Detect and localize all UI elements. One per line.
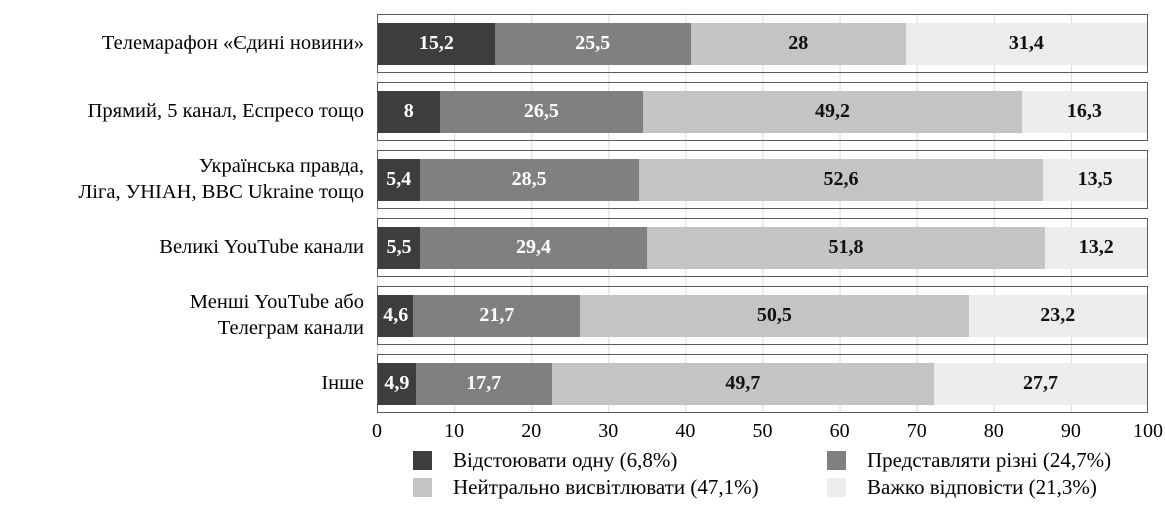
bar-value-label: 21,7 (479, 304, 515, 326)
bar-segment: 4,6 (378, 294, 414, 337)
bar-value-label: 4,9 (384, 372, 410, 394)
stacked-bar: 5,5 29,4 51,8 13,2 (378, 226, 1147, 269)
bar-segment: 51,8 (646, 226, 1046, 269)
legend-label: Представляти різні (24,7%) (867, 448, 1112, 472)
category-label: Українська правда, Ліга, УНІАН, BBC Ukra… (78, 154, 364, 203)
bar-segment: 49,2 (643, 90, 1022, 133)
bar-value-label: 52,6 (823, 168, 859, 190)
bar-segment: 5,5 (378, 226, 421, 269)
bar-panel: 5,4 28,5 52,6 13,5 (377, 150, 1148, 209)
legend-item: Нейтрально висвітлювати (47,1%) (413, 475, 827, 500)
legend: Відстоювати одну (6,8%) Представляти різн… (413, 448, 1165, 500)
category-label: Менші YouTube або Телеграм канали (189, 290, 364, 339)
bar-segment: 29,4 (420, 226, 647, 269)
bar-value-label: 26,5 (523, 100, 559, 122)
bar-panel: 5,5 29,4 51,8 13,2 (377, 218, 1148, 277)
legend-label: Відстоювати одну (6,8%) (453, 448, 678, 472)
legend-swatch (827, 451, 846, 470)
x-tick-label: 30 (598, 420, 619, 442)
x-tick-label: 10 (444, 420, 465, 442)
bar-value-label: 16,3 (1066, 100, 1102, 122)
bar-value-label: 25,5 (575, 32, 611, 54)
bar-segment: 21,7 (413, 294, 581, 337)
x-tick-label: 90 (1060, 420, 1081, 442)
bar-segment: 17,7 (415, 362, 552, 405)
stacked-bar: 4,6 21,7 50,5 23,2 (378, 294, 1147, 337)
category-label: Інше (321, 371, 364, 394)
stacked-bar: 8 26,5 49,2 16,3 (378, 90, 1147, 133)
x-tick-label: 20 (521, 420, 542, 442)
category-label: Прямий, 5 канал, Еспресо тощо (87, 99, 364, 122)
bar-value-label: 49,7 (725, 372, 761, 394)
bar-value-label: 23,2 (1040, 304, 1076, 326)
bar-value-label: 5,4 (386, 168, 412, 190)
x-tick-label: 50 (752, 420, 773, 442)
legend-swatch (413, 451, 432, 470)
bar-segment: 13,2 (1045, 226, 1147, 269)
legend-item: Відстоювати одну (6,8%) (413, 448, 827, 473)
bar-value-label: 5,5 (386, 236, 412, 258)
x-axis-spacer (0, 413, 377, 445)
bar-value-label: 29,4 (516, 236, 551, 258)
category-label: Телемарафон «Єдині новини» (101, 31, 364, 54)
bar-segment: 28,5 (419, 158, 639, 201)
x-axis: 0 10 20 30 40 50 60 70 80 90 100 (0, 413, 1165, 445)
bar-value-label: 17,7 (466, 372, 502, 394)
bar-segment: 4,9 (378, 362, 416, 405)
bar-segment: 31,4 (905, 22, 1147, 65)
bar-panel: 4,9 17,7 49,7 27,7 (377, 354, 1148, 413)
legend-swatch (413, 478, 432, 497)
x-tick-label: 100 (1133, 420, 1163, 442)
bar-segment: 16,3 (1021, 90, 1147, 133)
x-tick-label: 70 (906, 420, 927, 442)
bar-value-label: 4,6 (383, 304, 409, 326)
legend-label: Нейтрально висвітлювати (47,1%) (453, 475, 759, 499)
x-tick-label: 80 (983, 420, 1004, 442)
legend-label: Важко відповісти (21,3%) (867, 475, 1097, 499)
bar-panel: 15,2 25,5 28 31,4 (377, 14, 1148, 73)
category-label: Великі YouTube канали (159, 235, 364, 258)
bar-segment: 5,4 (378, 158, 420, 201)
bar-segment: 23,2 (968, 294, 1147, 337)
bar-value-label: 13,5 (1077, 168, 1113, 190)
bar-segment: 28 (690, 22, 906, 65)
stacked-bar: 4,9 17,7 49,7 27,7 (378, 362, 1147, 405)
bar-segment: 15,2 (378, 22, 495, 65)
category-label-column: Телемарафон «Єдині новини» Прямий, 5 кана… (0, 14, 377, 413)
legend-item: Представляти різні (24,7%) (827, 448, 1165, 473)
bar-value-label: 15,2 (418, 32, 454, 54)
bar-segment: 26,5 (439, 90, 644, 133)
bar-value-label: 13,2 (1078, 236, 1114, 258)
plot-area: 15,2 25,5 28 31,4 8 26,5 49,2 16,3 5,4 28,5 52,6 13… (377, 14, 1148, 413)
bar-segment: 8 (378, 90, 440, 133)
bar-value-label: 8 (403, 100, 414, 122)
bar-segment: 50,5 (580, 294, 969, 337)
x-axis-tick-labels: 0 10 20 30 40 50 60 70 80 90 100 (372, 413, 1163, 445)
bar-panel: 8 26,5 49,2 16,3 (377, 82, 1148, 141)
bar-value-label: 49,2 (814, 100, 850, 122)
bar-segment: 25,5 (494, 22, 691, 65)
bar-value-label: 50,5 (756, 304, 792, 326)
stacked-bar: 15,2 25,5 28 31,4 (378, 22, 1147, 65)
x-tick-label: 40 (675, 420, 696, 442)
stacked-bar: 5,4 28,5 52,6 13,5 (378, 158, 1148, 201)
chart-body: Телемарафон «Єдині новини» Прямий, 5 кана… (0, 14, 1165, 413)
x-tick-label: 60 (829, 420, 850, 442)
bar-panel: 4,6 21,7 50,5 23,2 (377, 286, 1148, 345)
x-tick-label: 0 (372, 420, 382, 442)
bar-segment: 13,5 (1043, 158, 1148, 201)
legend-swatch (827, 478, 846, 497)
bar-value-label: 28,5 (511, 168, 547, 190)
bar-segment: 52,6 (638, 158, 1044, 201)
bar-value-label: 51,8 (828, 236, 864, 258)
bar-segment: 49,7 (551, 362, 934, 405)
bar-segment: 27,7 (933, 362, 1147, 405)
bar-value-label: 31,4 (1008, 32, 1044, 54)
bar-value-label: 27,7 (1022, 372, 1058, 394)
legend-item: Важко відповісти (21,3%) (827, 475, 1165, 500)
bar-value-label: 28 (788, 32, 809, 54)
